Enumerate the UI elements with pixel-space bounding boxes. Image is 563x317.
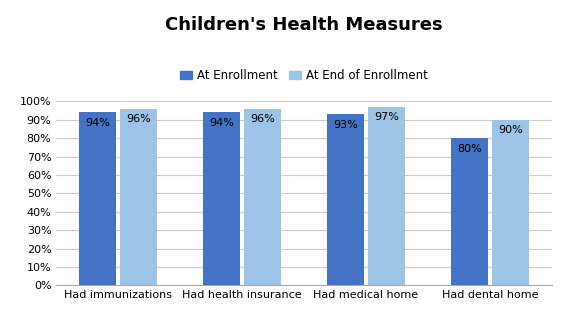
Bar bbox=[492, 120, 529, 285]
Bar bbox=[327, 114, 364, 285]
Bar bbox=[120, 109, 157, 285]
Bar bbox=[244, 109, 281, 285]
Bar bbox=[368, 107, 405, 285]
Legend: At Enrollment, At End of Enrollment: At Enrollment, At End of Enrollment bbox=[180, 69, 428, 82]
Text: 96%: 96% bbox=[250, 114, 275, 124]
Text: 94%: 94% bbox=[85, 118, 110, 128]
Bar bbox=[203, 113, 240, 285]
Text: 96%: 96% bbox=[126, 114, 151, 124]
Text: Children's Health Measures: Children's Health Measures bbox=[165, 16, 443, 34]
Bar bbox=[451, 138, 488, 285]
Text: 90%: 90% bbox=[498, 125, 523, 135]
Text: 94%: 94% bbox=[209, 118, 234, 128]
Text: 97%: 97% bbox=[374, 113, 399, 122]
Text: 93%: 93% bbox=[333, 120, 358, 130]
Bar bbox=[79, 113, 116, 285]
Text: 80%: 80% bbox=[457, 144, 482, 154]
